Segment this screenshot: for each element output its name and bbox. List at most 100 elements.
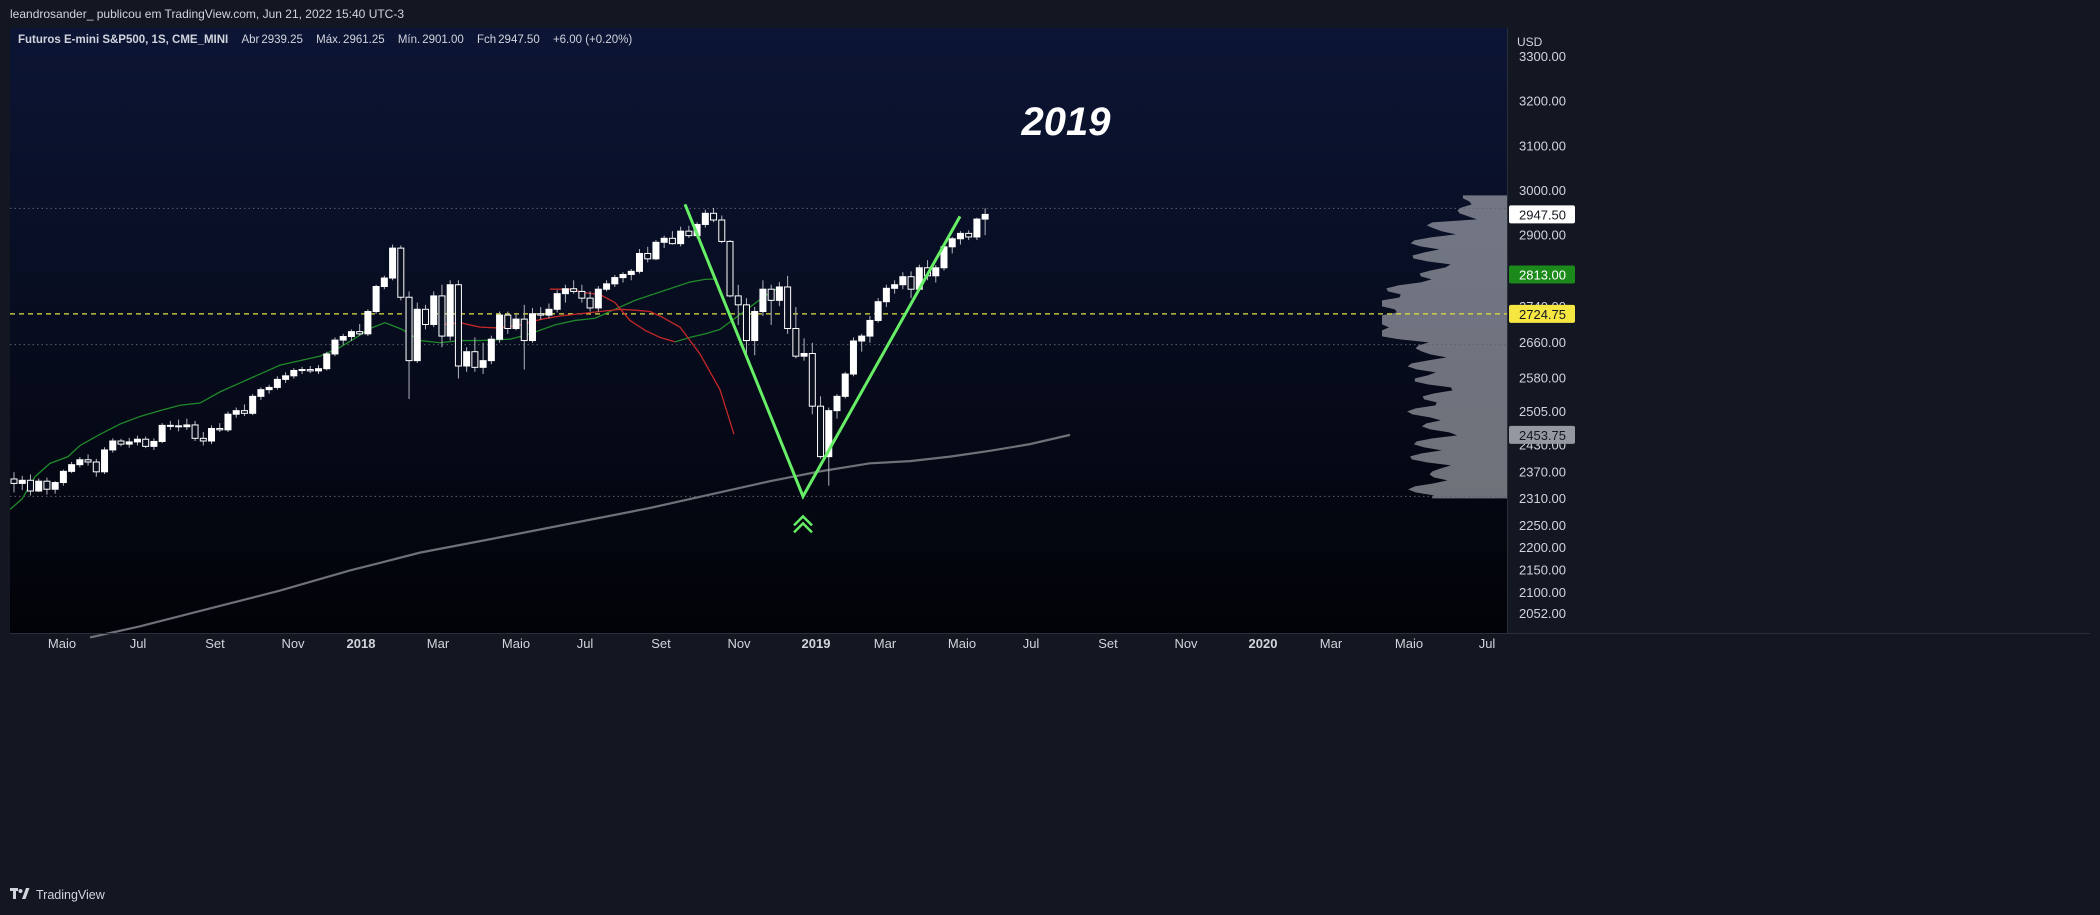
candle: [825, 410, 833, 458]
volume-profile: [1382, 195, 1507, 499]
x-tick-label: Mar: [1320, 636, 1343, 651]
x-tick-label: Nov: [1174, 636, 1198, 651]
y-tick-label: 2505.00: [1519, 404, 1566, 419]
candle: [874, 301, 882, 321]
candle: [570, 288, 578, 292]
candle: [166, 424, 174, 427]
legend-open-label: Abr: [241, 34, 260, 46]
candle: [858, 335, 866, 342]
candle: [257, 389, 265, 397]
candle: [594, 288, 602, 309]
candle: [446, 284, 454, 337]
legend-low: 2901.00: [422, 34, 464, 46]
candle: [380, 277, 388, 288]
candle: [891, 284, 899, 289]
candle: [611, 277, 619, 285]
candle: [68, 464, 76, 472]
candle: [742, 304, 750, 342]
candle: [92, 461, 100, 473]
time-axis-background: [10, 633, 2090, 878]
y-tick-label: 2900.00: [1519, 228, 1566, 243]
candle: [142, 438, 150, 447]
candle: [561, 288, 569, 295]
y-tick-label: 2370.00: [1519, 464, 1566, 479]
candle: [372, 286, 380, 313]
candle: [133, 438, 141, 443]
x-tick-label: Maio: [48, 636, 76, 651]
candle: [339, 336, 347, 341]
candle: [109, 440, 117, 451]
y-tick-label: 2150.00: [1519, 562, 1566, 577]
x-tick-label: Mar: [427, 636, 450, 651]
candle: [158, 424, 166, 442]
candle: [668, 237, 676, 245]
chart-area[interactable]: 2019 USD 3300.00 3200.00 3100.00 3000.00 2900.…: [10, 28, 2090, 878]
candle: [84, 459, 92, 463]
price-tag: [1509, 205, 1575, 224]
candle: [249, 395, 257, 414]
double-chevron-up-icon: [793, 514, 813, 527]
x-tick-label: Set: [1098, 636, 1118, 651]
candle: [487, 338, 495, 362]
candle: [191, 424, 199, 439]
y-tick-label: 2310.00: [1519, 491, 1566, 506]
legend-close-label: Fch: [476, 34, 497, 46]
candle: [965, 232, 973, 238]
y-tick-label: 2580.00: [1519, 370, 1566, 385]
candle: [948, 238, 956, 248]
candle: [792, 327, 800, 357]
candle: [101, 449, 109, 473]
candle: [644, 252, 652, 260]
x-tick-label: Jul: [1023, 636, 1040, 651]
candle: [430, 295, 438, 325]
candle: [422, 308, 429, 325]
ema-line-green: [10, 278, 718, 510]
candle: [35, 480, 43, 492]
candle: [784, 286, 792, 329]
candle: [660, 237, 668, 243]
price-tag-label: 2724.75: [1519, 307, 1566, 322]
candle: [956, 232, 964, 240]
candle: [364, 311, 372, 335]
candle: [240, 410, 248, 414]
tradingview-logo[interactable]: TradingView: [10, 888, 105, 902]
y-tick-label: 2052.00: [1519, 606, 1566, 621]
candle: [306, 369, 314, 372]
candle: [775, 286, 783, 301]
legend-symbol: Futuros E-mini S&P500, 1S, CME_MINI: [18, 34, 229, 46]
candle: [463, 351, 471, 367]
double-chevron-up-icon: [793, 521, 813, 534]
candle: [528, 313, 536, 342]
y-tick-label: 3100.00: [1519, 138, 1566, 153]
candle: [627, 270, 635, 275]
candle: [849, 340, 857, 375]
x-tick-label: Set: [205, 636, 225, 651]
y-tick-label: 3200.00: [1519, 94, 1566, 109]
candle: [537, 313, 545, 316]
x-tick-label: 2019: [802, 636, 831, 651]
candle: [282, 375, 290, 380]
candle: [454, 284, 462, 367]
candle: [273, 378, 281, 388]
candle: [882, 287, 890, 303]
candle: [973, 218, 981, 238]
candle: [833, 395, 841, 412]
candle: [932, 267, 940, 277]
publish-caption: leandrosander_ publicou em TradingView.c…: [0, 0, 2100, 28]
sma-line: [89, 433, 1071, 639]
candle: [43, 480, 51, 490]
price-tag: [1509, 425, 1575, 444]
candle: [479, 360, 487, 368]
candle: [183, 424, 191, 428]
legend-close: 2947.50: [498, 34, 540, 46]
price-tag-label: 2947.50: [1519, 207, 1566, 222]
candle: [817, 405, 825, 458]
candle: [512, 318, 520, 329]
candle: [413, 308, 421, 362]
legend-open: 2939.25: [261, 34, 303, 46]
publish-caption-text: leandrosander_ publicou em TradingView.c…: [10, 7, 405, 21]
candle: [471, 351, 479, 368]
candle: [315, 368, 323, 372]
y-tick-label: 2250.00: [1519, 518, 1566, 533]
candle: [619, 273, 627, 279]
